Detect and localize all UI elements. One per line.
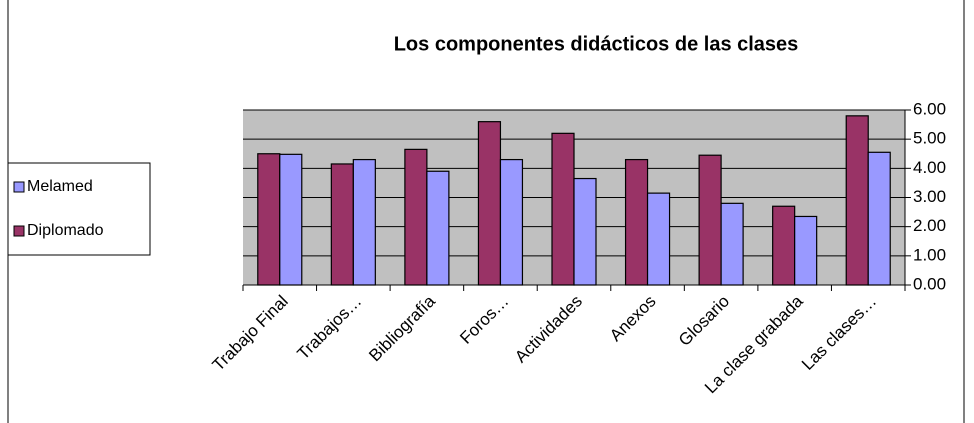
legend-label: Diplomado [27,222,104,239]
bar [573,177,597,286]
bar [720,202,744,286]
x-tick-label: Las clases… [798,292,880,374]
legend-swatch [13,181,25,193]
bar [624,158,649,286]
bar [646,192,671,286]
chart-title: Los componentes didácticos de las clases [394,33,799,55]
y-tick-label: 5.00 [913,129,946,148]
y-tick-label: 4.00 [913,158,946,177]
x-tick-label: Foros… [456,292,512,348]
bar [794,215,818,286]
y-tick-label: 2.00 [913,216,946,235]
legend [7,162,151,256]
bar [867,151,891,286]
x-tick-label: Actividades [511,292,586,367]
y-tick-label: 6.00 [913,99,946,118]
bar [477,121,502,286]
bar [845,115,869,286]
x-tick-label: Trabajo Final [209,292,292,375]
y-tick-label: 1.00 [913,245,946,264]
bar [551,132,575,286]
bar [698,154,722,286]
bar [772,205,796,286]
bar [499,158,524,286]
bar [330,163,354,286]
x-tick-label: Anexos [606,292,660,346]
bar [257,153,281,286]
bar [404,148,428,286]
x-tick-label: Glosario [675,292,733,350]
legend-swatch [13,225,25,237]
bar [352,158,376,286]
legend-label: Melamed [27,178,93,195]
bar [279,153,303,286]
x-tick-label: Trabajos… [294,292,366,364]
y-tick-label: 0.00 [913,274,946,293]
x-tick-label: Bibliografía [365,291,439,365]
y-tick-label: 3.00 [913,187,946,206]
bar [426,170,450,286]
